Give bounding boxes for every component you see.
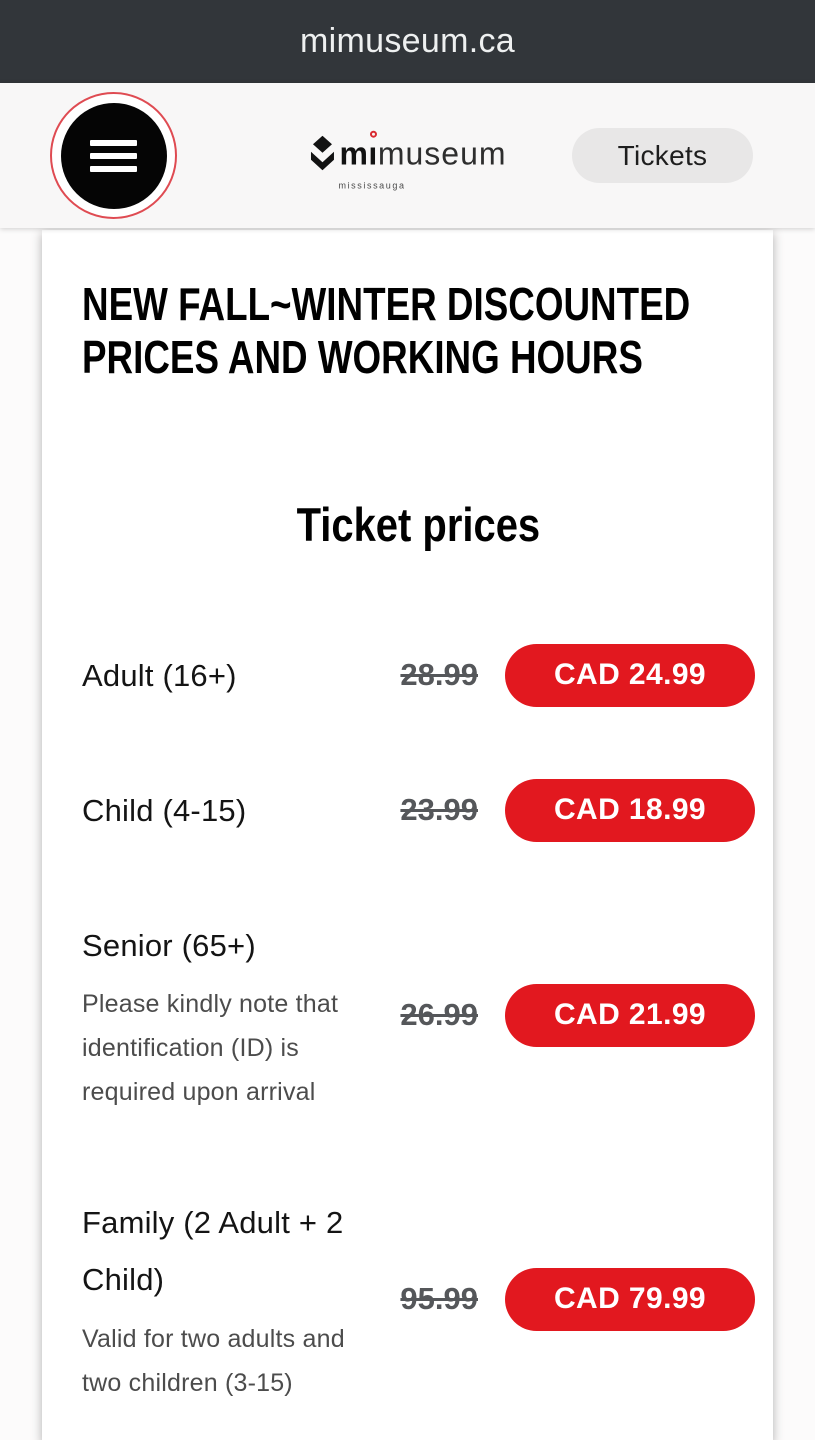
tickets-nav-button[interactable]: Tickets: [572, 128, 753, 183]
hamburger-icon: [60, 102, 167, 209]
ticket-list: Adult (16+) 28.99 CAD 24.99 Child (4-15)…: [82, 643, 755, 1405]
ticket-info: Senior (65+) Please kindly note that ide…: [82, 917, 373, 1114]
site-logo[interactable]: mı museum mississauga: [308, 130, 507, 190]
logo-mark-icon: [308, 135, 335, 176]
logo-text-museum: museum: [377, 135, 507, 172]
logo-subtext: mississauga: [338, 180, 406, 191]
ticket-row: Adult (16+) 28.99 CAD 24.99: [82, 643, 755, 707]
content-card: NEW FALL~WINTER DISCOUNTED PRICES AND WO…: [42, 230, 773, 1440]
ticket-info: Child (4-15): [82, 782, 373, 839]
ticket-note: Valid for two adults and two children (3…: [82, 1324, 345, 1397]
ticket-note: Please kindly note that identification (…: [82, 990, 339, 1107]
section-title: Ticket prices: [296, 497, 541, 551]
ticket-label: Adult (16+): [82, 657, 237, 693]
ticket-price-button[interactable]: CAD 21.99: [505, 983, 755, 1047]
site-header: mı museum mississauga Tickets: [0, 83, 815, 228]
browser-top-bar: mimuseum.ca: [0, 0, 815, 83]
logo-i-dot: [369, 130, 377, 138]
ticket-row: Senior (65+) Please kindly note that ide…: [82, 917, 755, 1114]
ticket-label: Child (4-15): [82, 792, 247, 828]
ticket-old-price: 28.99: [400, 657, 478, 693]
ticket-row: Child (4-15) 23.99 CAD 18.99: [82, 778, 755, 842]
ticket-old-price: 26.99: [400, 997, 478, 1033]
ticket-old-price: 95.99: [400, 1281, 478, 1317]
ticket-info: Family (2 Adult + 2 Child) Valid for two…: [82, 1194, 373, 1405]
ticket-label: Senior (65+): [82, 927, 256, 963]
ticket-info: Adult (16+): [82, 647, 373, 704]
ticket-label: Family (2 Adult + 2 Child): [82, 1205, 344, 1298]
ticket-old-price: 23.99: [400, 792, 478, 828]
page-title: NEW FALL~WINTER DISCOUNTED PRICES AND WO…: [82, 278, 691, 384]
ticket-row: Family (2 Adult + 2 Child) Valid for two…: [82, 1194, 755, 1405]
ticket-price-button[interactable]: CAD 24.99: [505, 643, 755, 707]
menu-button[interactable]: [50, 92, 177, 219]
ticket-price-button[interactable]: CAD 79.99: [505, 1267, 755, 1331]
ticket-price-button[interactable]: CAD 18.99: [505, 778, 755, 842]
logo-text-mi: mı: [339, 130, 377, 170]
address-bar[interactable]: mimuseum.ca: [300, 22, 515, 60]
